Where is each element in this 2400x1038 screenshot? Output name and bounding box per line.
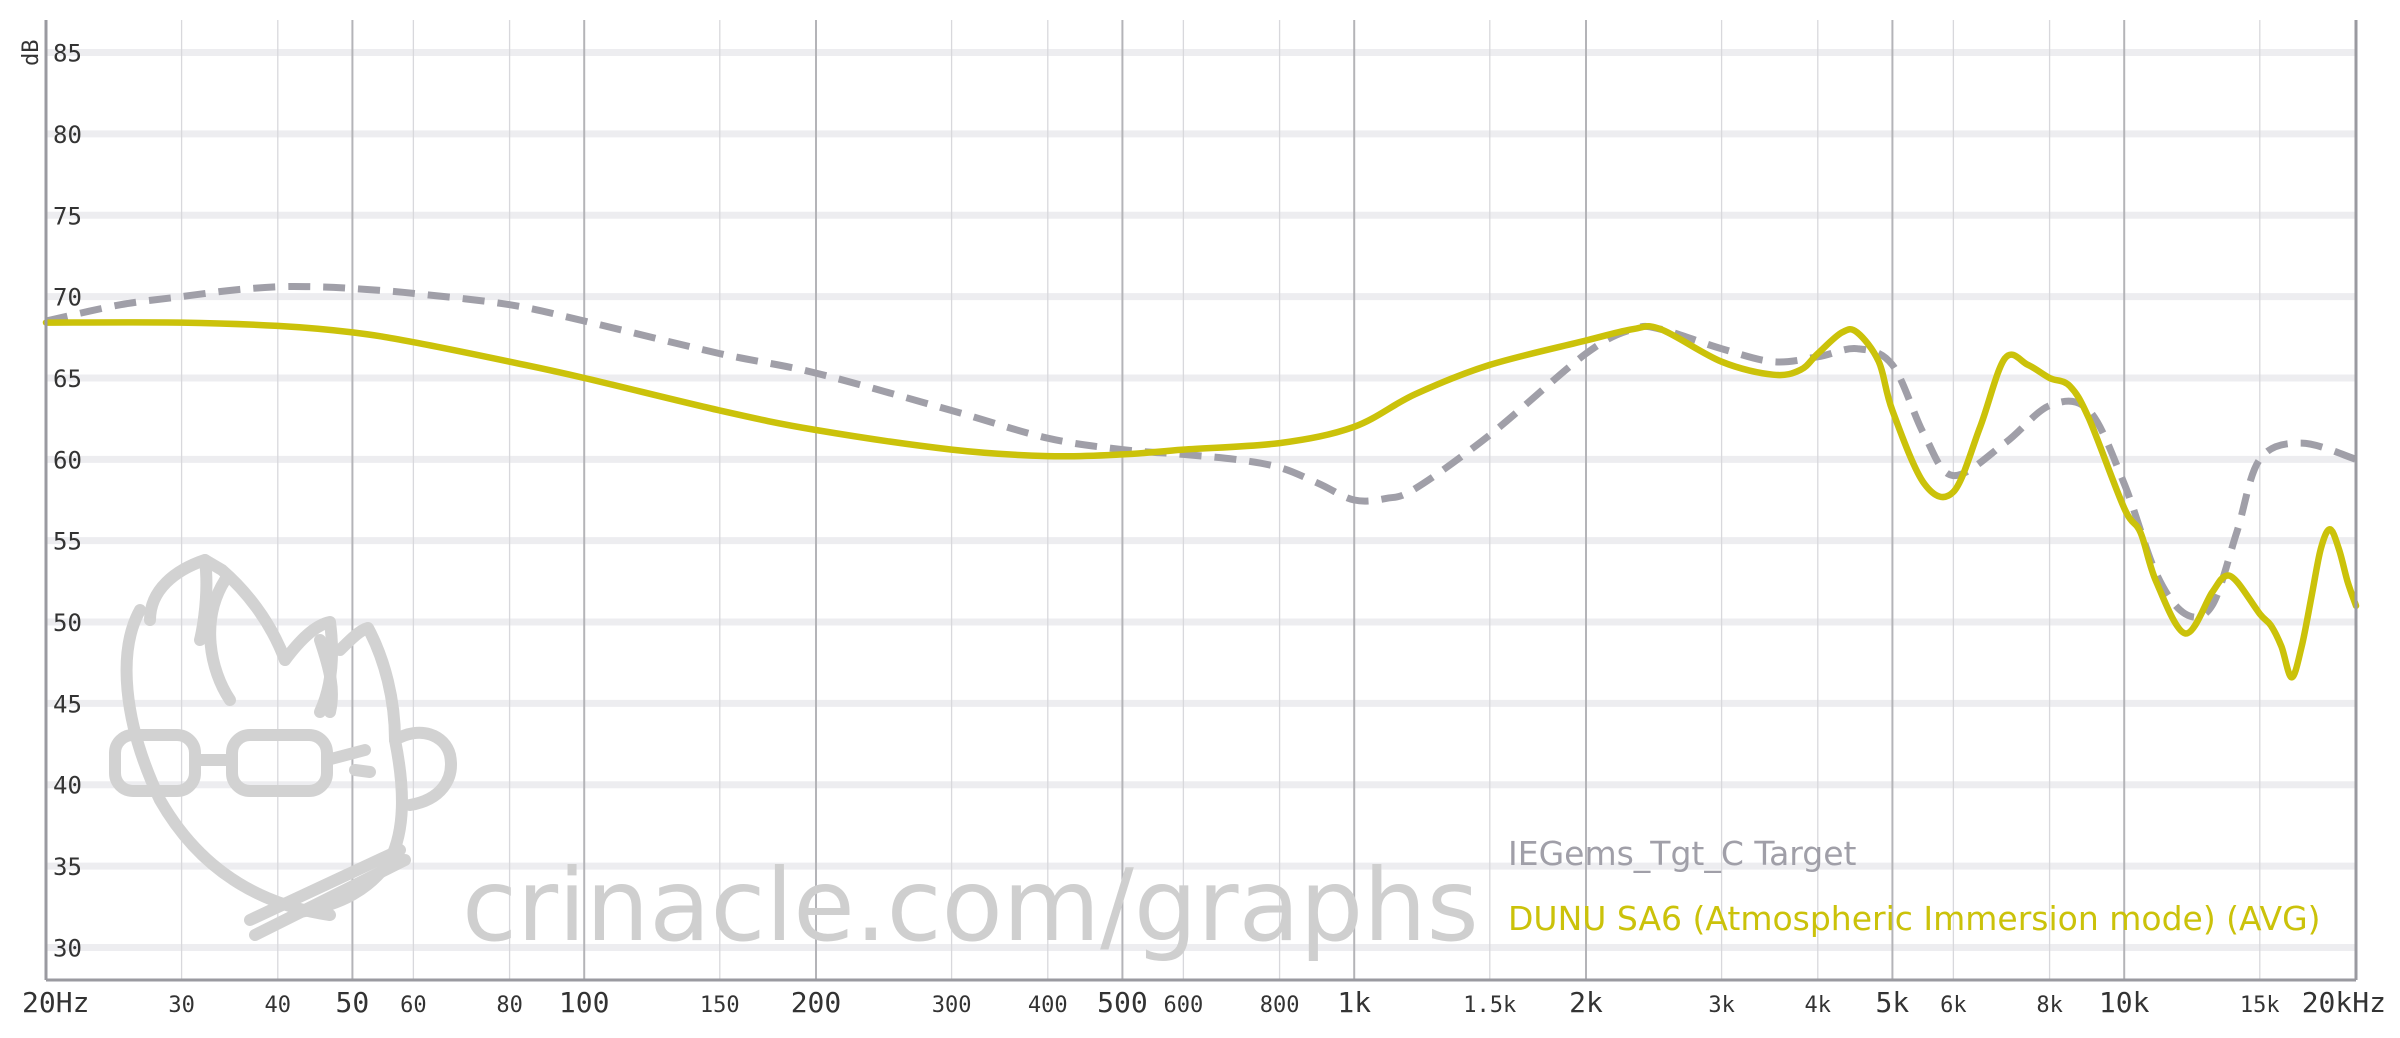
legend: IEGems_Tgt_C Target DUNU SA6 (Atmospheri… — [1508, 834, 2321, 938]
target-curve — [45, 283, 2358, 621]
iem-curve — [42, 319, 2360, 681]
x-tick-label: 1.5k — [1463, 993, 1516, 1018]
y-tick-label: 80 — [53, 121, 82, 149]
x-tick-label: 50 — [336, 986, 370, 1019]
x-tick-label: 80 — [496, 993, 523, 1018]
x-tick-label: 1k — [1337, 986, 1371, 1019]
x-tick-label: 40 — [265, 993, 292, 1018]
mascot-logo — [109, 554, 457, 941]
x-tick-label: 3k — [1708, 993, 1735, 1018]
x-tick-label: 20kHz — [2302, 986, 2386, 1019]
x-tick-label: 60 — [400, 993, 427, 1018]
x-tick-label: 5k — [1876, 986, 1910, 1019]
x-tick-label: 500 — [1097, 986, 1148, 1019]
legend-iem: DUNU SA6 (Atmospheric Immersion mode) (A… — [1508, 899, 2321, 938]
y-tick-label: 85 — [53, 40, 82, 68]
y-tick-label: 35 — [53, 853, 82, 881]
x-tick-label: 10k — [2099, 986, 2150, 1019]
axes: 85 80 75 70 65 60 55 50 45 40 35 30 20Hz 30 40 50 60 80 10… — [22, 20, 2386, 1019]
y-axis-label: dB — [19, 40, 44, 67]
y-tick-label: 70 — [53, 284, 82, 312]
x-tick-label: 200 — [791, 986, 842, 1019]
y-tick-label: 30 — [53, 934, 82, 962]
x-tick-label: 20Hz — [22, 986, 89, 1019]
y-tick-label: 45 — [53, 690, 82, 718]
x-tick-label: 600 — [1164, 993, 1204, 1018]
x-tick-label: 100 — [559, 986, 610, 1019]
y-tick-label: 60 — [53, 446, 82, 474]
curves — [42, 283, 2360, 681]
y-tick-label: 55 — [53, 528, 82, 556]
watermark-text: crinacle.com/graphs — [462, 847, 1479, 964]
legend-target: IEGems_Tgt_C Target — [1508, 834, 1857, 873]
x-tick-label: 150 — [700, 993, 740, 1018]
x-tick-label: 800 — [1260, 993, 1300, 1018]
y-tick-label: 40 — [53, 772, 82, 800]
x-tick-label: 15k — [2240, 993, 2280, 1018]
y-tick-label: 50 — [53, 609, 82, 637]
x-tick-label: 8k — [2036, 993, 2063, 1018]
x-tick-label: 30 — [168, 993, 195, 1018]
y-tick-label: 75 — [53, 202, 82, 230]
x-tick-label: 300 — [932, 993, 972, 1018]
x-tick-label: 6k — [1940, 993, 1967, 1018]
x-tick-label: 2k — [1569, 986, 1603, 1019]
y-tick-label: 65 — [53, 365, 82, 393]
x-tick-label: 400 — [1028, 993, 1068, 1018]
x-tick-label: 4k — [1805, 993, 1832, 1018]
